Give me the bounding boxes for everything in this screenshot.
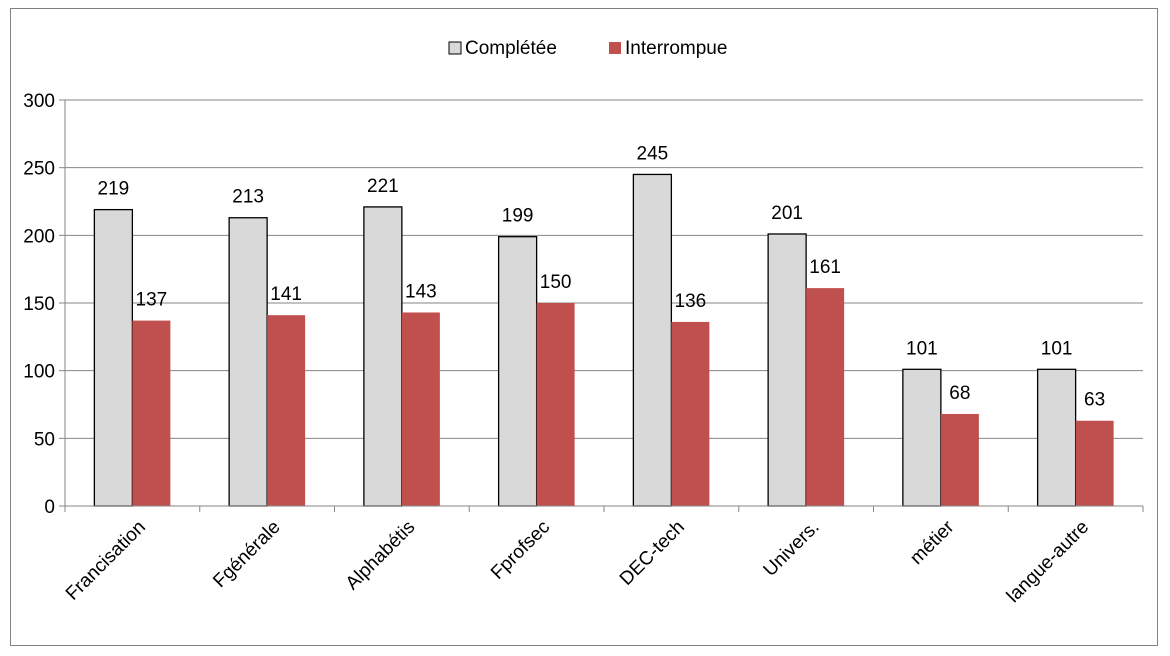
data-labels: 219 213 221 199 245 201 101 101 137 141 143 150 136 1… — [98, 143, 1106, 410]
bars — [93, 173, 1114, 507]
y-tick-label: 50 — [34, 429, 55, 450]
x-tick-label: Alphabétis — [342, 517, 420, 595]
data-label: 213 — [232, 187, 264, 208]
y-axis: 0 50 100 150 200 250 300 — [23, 91, 66, 518]
x-tick-label: Fgénérale — [209, 517, 284, 592]
bar-interrompue-6 — [940, 413, 979, 506]
x-tick-label: Francisation — [62, 517, 150, 605]
bar-interrompue-7 — [1075, 420, 1114, 506]
bar-completee-0 — [93, 208, 134, 507]
data-label: 101 — [906, 338, 938, 359]
x-tick-label: métier — [906, 516, 959, 569]
data-label: 141 — [270, 284, 302, 305]
x-axis: Francisation Fgénérale Alphabétis Fprofsec D… — [62, 505, 1144, 607]
data-label: 199 — [502, 206, 534, 227]
legend-label-interrompue: Interrompue — [625, 38, 727, 59]
legend-swatch-interrompue — [609, 42, 621, 54]
bar-completee-1 — [228, 217, 268, 507]
data-label: 136 — [675, 291, 707, 312]
legend-label-completee: Complétée — [465, 38, 557, 59]
bar-interrompue-2 — [401, 312, 440, 506]
data-label: 101 — [1041, 338, 1073, 359]
bar-completee-3 — [497, 236, 538, 507]
gridlines — [65, 99, 1143, 439]
legend-swatch-completee — [448, 41, 462, 55]
bar-chart: Complétée Interrompue 050100150200250300 … — [23, 38, 1144, 607]
x-tick-label: Univers. — [760, 517, 824, 581]
y-tick-label: 150 — [23, 294, 55, 315]
data-label: 137 — [136, 290, 168, 311]
bar-completee-6 — [902, 368, 942, 507]
y-tick-label: 250 — [23, 159, 55, 180]
y-tick-label: 100 — [23, 362, 55, 383]
bar-interrompue-3 — [536, 303, 575, 506]
data-label: 143 — [405, 281, 437, 302]
x-tick-label: langue-autre — [1003, 517, 1093, 607]
bar-completee-2 — [363, 206, 403, 507]
x-tick-label: DEC-tech — [616, 517, 689, 590]
y-tick-label: 300 — [23, 91, 55, 112]
x-tick-label: Fprofsec — [487, 517, 554, 584]
data-label: 219 — [98, 179, 130, 200]
data-label: 150 — [540, 272, 572, 293]
bar-completee-7 — [1036, 368, 1077, 507]
data-label: 221 — [367, 176, 399, 197]
data-label: 68 — [949, 383, 970, 404]
bar-interrompue-0 — [132, 320, 171, 506]
bar-interrompue-1 — [267, 315, 306, 506]
bar-completee-5 — [767, 233, 807, 507]
data-label: 201 — [771, 203, 803, 224]
data-label: 63 — [1084, 390, 1105, 411]
chart-frame: Complétée Interrompue 0 50 100 150 200 250 300 … — [10, 8, 1158, 646]
data-label: 245 — [637, 143, 669, 164]
legend: Complétée Interrompue — [448, 38, 727, 59]
y-tick-label: 200 — [23, 226, 55, 247]
bar-interrompue-5 — [806, 288, 845, 506]
data-label: 161 — [809, 257, 841, 278]
bar-completee-4 — [632, 173, 673, 507]
y-tick-label: 0 — [44, 497, 55, 518]
bar-interrompue-4 — [671, 321, 710, 506]
